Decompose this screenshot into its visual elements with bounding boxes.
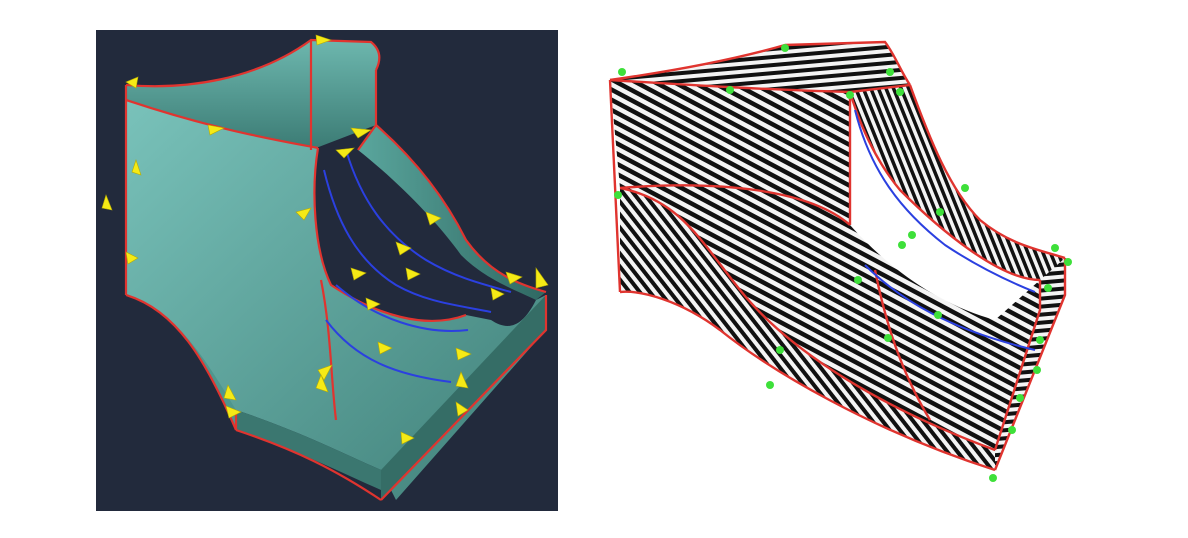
cone-arrow-icon <box>535 267 549 289</box>
dot-marker-icon <box>1016 394 1024 402</box>
main-surface <box>126 100 546 500</box>
dot-marker-icon <box>934 311 942 319</box>
cone-arrow-icon <box>350 267 367 281</box>
feature-curves <box>323 149 512 383</box>
edge-curves <box>608 40 1067 472</box>
dot-marker-icon <box>1044 284 1052 292</box>
shaded-solid-canvas <box>96 30 558 511</box>
cone-arrow-icon <box>455 371 469 389</box>
cone-arrow-icon <box>377 341 393 355</box>
dot-marker-icon <box>1051 244 1059 252</box>
right-fan-face <box>850 85 1065 310</box>
dot-marker-icon <box>989 474 997 482</box>
dot-marker-icon <box>781 44 789 52</box>
dot-marker-icon <box>886 68 894 76</box>
front-right-face <box>381 295 546 500</box>
dot-marker-icon <box>846 91 854 99</box>
dot-marker-icon <box>854 276 862 284</box>
dot-marker-icon <box>898 241 906 249</box>
cone-arrow-icon <box>335 147 355 159</box>
dot-marker-icon <box>936 208 944 216</box>
cone-arrow-icon <box>350 127 372 139</box>
right-fan-face <box>358 125 546 300</box>
cone-arrow-icon <box>207 124 225 136</box>
lower-wall-face <box>620 188 995 470</box>
edge-curves <box>124 38 548 501</box>
cone-arrow-icon <box>405 267 421 281</box>
dot-marker-icon <box>884 334 892 342</box>
dot-marker-icon <box>618 68 626 76</box>
cone-arrow-icon <box>505 271 523 285</box>
cone-arrow-icon <box>365 297 381 311</box>
cone-arrow-icon <box>455 347 472 361</box>
dot-marker-icon <box>1036 336 1044 344</box>
cone-arrow-icon <box>315 34 332 46</box>
top-face <box>610 42 910 92</box>
dot-marker-icon <box>961 184 969 192</box>
dot-marker-icon <box>776 346 784 354</box>
cone-arrow-icon <box>295 207 312 221</box>
cone-arrow-icon <box>315 374 329 393</box>
dot-marker-icon <box>1033 366 1041 374</box>
cone-arrow-icon <box>395 241 412 256</box>
zebra-stripe-view <box>600 30 1100 511</box>
dot-marker-icon <box>1064 258 1072 266</box>
zebra-stripe-canvas <box>608 40 1072 482</box>
feature-curves <box>854 109 1036 351</box>
dot-marker-icon <box>726 86 734 94</box>
dot-marker-icon <box>896 88 904 96</box>
direction-arrows <box>101 34 549 445</box>
cone-arrow-icon <box>131 159 142 176</box>
cone-arrow-icon <box>125 251 139 265</box>
middle-surface-face <box>620 185 1040 450</box>
dot-marker-icon <box>1008 426 1016 434</box>
dot-marker-icon <box>766 381 774 389</box>
cone-arrow-icon <box>490 287 505 301</box>
right-slab-face <box>995 258 1065 470</box>
cone-arrow-icon <box>455 401 469 417</box>
cone-arrow-icon <box>225 405 242 419</box>
back-wall-face <box>126 40 380 148</box>
dot-marker-icon <box>614 191 622 199</box>
cone-arrow-icon <box>400 431 415 445</box>
dot-marker-icon <box>908 231 916 239</box>
shaded-solid-view <box>96 30 558 511</box>
edge-markers <box>614 44 1072 482</box>
cone-arrow-icon <box>425 211 442 226</box>
upper-wall-face <box>610 80 850 225</box>
cone-arrow-icon <box>125 76 139 89</box>
front-slab-face <box>236 410 381 490</box>
cone-arrow-icon <box>101 194 113 211</box>
cone-arrow-icon <box>223 384 237 401</box>
